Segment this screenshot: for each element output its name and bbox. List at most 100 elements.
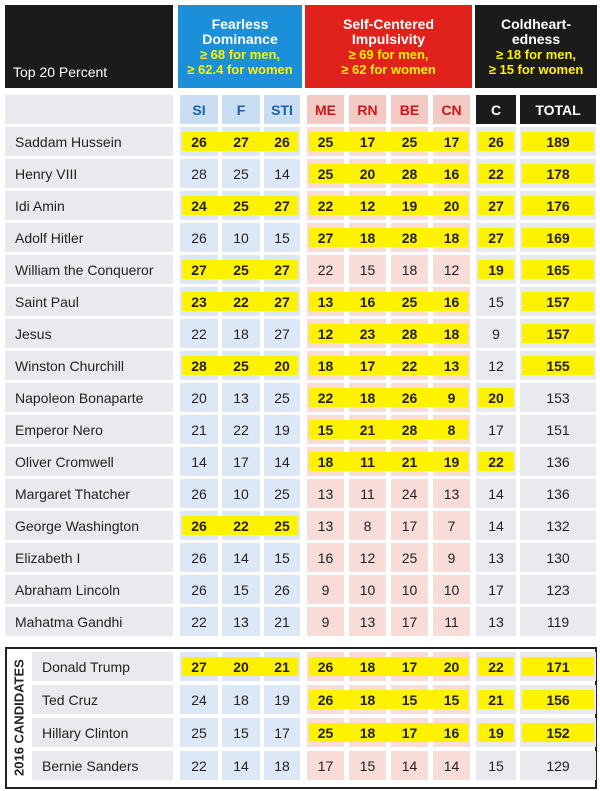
- row-name: Saddam Hussein: [5, 127, 173, 156]
- cell-value: 22: [488, 165, 504, 182]
- cell-value: 136: [546, 453, 570, 470]
- cell-bg: [476, 415, 516, 444]
- cell-bg: [264, 223, 300, 252]
- highlight: [478, 164, 514, 183]
- cell-value: 16: [443, 165, 460, 182]
- cell-value: 25: [233, 357, 249, 374]
- cell-bg: [476, 319, 516, 348]
- cell-bg: [307, 607, 344, 636]
- cell-value: 16: [317, 549, 334, 566]
- cell-value: 26: [191, 229, 207, 246]
- cell-bg: [180, 319, 218, 348]
- cell-value: 15: [233, 581, 249, 598]
- cell-value: 22: [488, 453, 504, 470]
- cell-value: 13: [233, 389, 249, 406]
- cell-value: 26: [274, 133, 290, 150]
- row-name: Hillary Clinton: [32, 718, 173, 747]
- highlight: [309, 452, 468, 471]
- cell-value: 22: [488, 658, 504, 675]
- cell-value: 21: [359, 421, 376, 438]
- cell-value: 26: [191, 549, 207, 566]
- group-title: Coldheart-: [501, 15, 571, 32]
- cell-value: 18: [274, 757, 290, 774]
- cell-value: 17: [401, 658, 418, 675]
- cell-value: 15: [443, 691, 460, 708]
- cell-value: 17: [443, 133, 460, 150]
- row-name: Idi Amin: [5, 191, 173, 220]
- highlight: [478, 260, 514, 279]
- cell-value: 13: [443, 485, 460, 502]
- cell-value: 12: [443, 261, 460, 278]
- cell-value: 15: [488, 293, 504, 310]
- cell-bg: [180, 575, 218, 604]
- cell-value: 13: [359, 613, 376, 630]
- cell-bg: [433, 575, 470, 604]
- highlight: [522, 292, 594, 311]
- group-title: Impulsivity: [351, 30, 426, 47]
- cell-bg: [349, 511, 386, 540]
- row-name: Ted Cruz: [32, 685, 173, 714]
- highlight: [309, 388, 468, 407]
- cell-value: 17: [359, 133, 376, 150]
- cell-value: 189: [546, 133, 570, 150]
- cell-value: 20: [359, 165, 376, 182]
- cell-value: 27: [274, 197, 290, 214]
- cell-value: 26: [274, 581, 290, 598]
- cell-value: 176: [546, 197, 570, 214]
- row-name: Abraham Lincoln: [5, 575, 173, 604]
- cell-value: 24: [401, 485, 418, 502]
- cell-value: 23: [359, 325, 376, 342]
- cell-bg: [222, 607, 260, 636]
- column-header: STI: [264, 95, 300, 124]
- cell-value: 19: [274, 691, 290, 708]
- row-name: George Washington: [5, 511, 173, 540]
- cell-value: 25: [274, 485, 290, 502]
- cell-value: 27: [488, 229, 504, 246]
- cell-value: 19: [488, 261, 504, 278]
- cell-value: 20: [443, 658, 460, 675]
- cell-bg: [520, 751, 596, 780]
- group-header: Fearless Dominance ≥ 68 for men, ≥ 62.4 for…: [178, 5, 302, 88]
- cell-value: 13: [443, 357, 460, 374]
- cell-bg: [307, 751, 344, 780]
- cell-bg: [391, 575, 428, 604]
- cell-bg: [180, 383, 218, 412]
- cell-value: 17: [359, 357, 376, 374]
- cell-bg: [222, 685, 260, 714]
- cell-bg: [520, 447, 596, 476]
- cell-value: 27: [191, 658, 207, 675]
- cell-value: 26: [488, 133, 504, 150]
- cell-value: 25: [317, 724, 334, 741]
- cell-bg: [476, 575, 516, 604]
- cell-bg: [264, 159, 300, 188]
- cell-value: 26: [317, 658, 334, 675]
- cell-bg: [264, 751, 300, 780]
- cell-value: 25: [233, 197, 249, 214]
- cell-bg: [180, 685, 218, 714]
- cell-bg: [520, 479, 596, 508]
- highlight: [478, 723, 514, 742]
- cell-value: 12: [317, 325, 334, 342]
- cell-bg: [391, 607, 428, 636]
- cell-value: 14: [443, 757, 460, 774]
- cell-value: 9: [492, 325, 500, 342]
- highlight: [309, 657, 468, 676]
- cell-value: 156: [546, 691, 570, 708]
- cell-value: 14: [488, 485, 504, 502]
- cell-value: 25: [233, 261, 249, 278]
- cell-value: 157: [546, 325, 570, 342]
- cell-value: 27: [274, 261, 290, 278]
- cell-value: 14: [191, 453, 207, 470]
- cell-value: 15: [274, 229, 290, 246]
- cell-value: 25: [233, 165, 249, 182]
- cell-value: 18: [443, 229, 460, 246]
- highlight: [309, 356, 468, 375]
- cell-bg: [264, 479, 300, 508]
- cell-value: 25: [401, 293, 418, 310]
- candidates-box: [5, 647, 597, 789]
- highlight: [522, 196, 594, 215]
- cell-value: 157: [546, 293, 570, 310]
- cell-bg: [476, 511, 516, 540]
- cell-value: 18: [233, 691, 249, 708]
- group-header: Self-Centered Impulsivity ≥ 69 for men, ≥ 6…: [305, 5, 472, 88]
